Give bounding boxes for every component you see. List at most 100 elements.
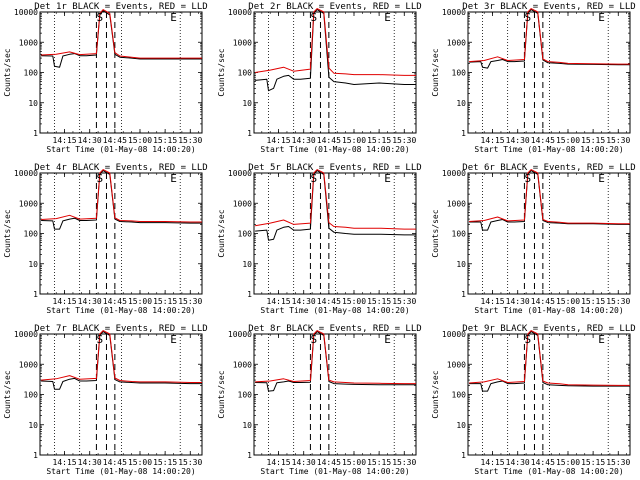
y-axis-label: Counts/sec xyxy=(217,48,226,96)
panel-title: Det 4r BLACK = Events, RED = LLD xyxy=(34,163,207,173)
x-axis-label: Start Time (01-May-08 14:00:20) xyxy=(46,145,195,154)
x-tick-label: 15:00 xyxy=(128,297,152,306)
interval-marker-label: S xyxy=(310,172,317,185)
plot-frame xyxy=(253,172,417,295)
detector-panel: Det 9r BLACK = Events, RED = LLD 1 10 100 10… xyxy=(431,324,636,476)
x-tick-label: 15:00 xyxy=(556,136,580,145)
y-tick-label: 10000 xyxy=(228,330,252,339)
x-tick-label: 14:45 xyxy=(103,458,127,467)
interval-marker-label: E xyxy=(384,11,391,24)
x-tick-label: 15:00 xyxy=(556,458,580,467)
y-axis-label: Counts/sec xyxy=(431,370,440,418)
plot-frame xyxy=(467,172,631,295)
y-axis-label: Counts/sec xyxy=(431,48,440,96)
x-tick-label: 14:45 xyxy=(317,297,341,306)
plot-frame xyxy=(467,333,631,456)
x-axis-label: Start Time (01-May-08 14:00:20) xyxy=(46,467,195,476)
x-tick-label: 15:15 xyxy=(153,458,177,467)
detector-panel: Det 3r BLACK = Events, RED = LLD 1 10 100 10… xyxy=(431,2,636,154)
x-axis-label: Start Time (01-May-08 14:00:20) xyxy=(46,306,195,315)
y-tick-label: 10 xyxy=(456,260,466,269)
x-tick-label: 14:30 xyxy=(78,297,102,306)
lld-series-line xyxy=(469,330,630,386)
plot-frame xyxy=(39,333,203,456)
y-tick-label: 1000 xyxy=(447,199,466,208)
lld-series-line xyxy=(255,169,416,230)
plot-frame xyxy=(467,11,631,134)
y-tick-label: 1 xyxy=(461,129,466,138)
x-tick-label: 15:00 xyxy=(128,136,152,145)
interval-marker-label: E xyxy=(170,11,177,24)
x-tick-label: 15:30 xyxy=(606,458,630,467)
y-tick-label: 1000 xyxy=(19,360,38,369)
y-tick-label: 10 xyxy=(242,260,252,269)
x-tick-label: 15:00 xyxy=(342,297,366,306)
x-tick-label: 14:30 xyxy=(506,297,530,306)
lld-series-line xyxy=(41,330,202,383)
x-tick-label: 14:15 xyxy=(267,136,291,145)
x-tick-label: 15:30 xyxy=(606,136,630,145)
x-tick-label: 15:00 xyxy=(556,297,580,306)
y-tick-label: 1 xyxy=(247,451,252,460)
x-tick-label: 15:15 xyxy=(367,458,391,467)
y-tick-label: 1000 xyxy=(233,38,252,47)
lld-series-line xyxy=(469,169,630,225)
y-tick-label: 1 xyxy=(461,451,466,460)
y-tick-label: 1000 xyxy=(447,360,466,369)
y-tick-label: 100 xyxy=(452,69,467,78)
y-tick-label: 10000 xyxy=(442,169,466,178)
x-tick-label: 15:30 xyxy=(392,297,416,306)
y-tick-label: 1000 xyxy=(447,38,466,47)
lld-series-line xyxy=(41,169,202,223)
y-tick-label: 10000 xyxy=(228,8,252,17)
y-tick-label: 10000 xyxy=(442,330,466,339)
detector-panel: Det 5r BLACK = Events, RED = LLD 1 10 100 10… xyxy=(217,163,422,315)
x-tick-label: 15:15 xyxy=(153,297,177,306)
panel-title: Det 8r BLACK = Events, RED = LLD xyxy=(248,324,421,334)
x-axis-label: Start Time (01-May-08 14:00:20) xyxy=(260,467,409,476)
y-tick-label: 1000 xyxy=(233,360,252,369)
detector-panel: Det 6r BLACK = Events, RED = LLD 1 10 100 10… xyxy=(431,163,636,315)
x-tick-label: 14:45 xyxy=(531,458,555,467)
x-axis-label: Start Time (01-May-08 14:00:20) xyxy=(474,467,623,476)
x-tick-label: 15:30 xyxy=(178,297,202,306)
plot-frame xyxy=(39,11,203,134)
x-tick-label: 15:15 xyxy=(367,297,391,306)
y-tick-label: 1 xyxy=(461,290,466,299)
y-tick-label: 100 xyxy=(452,230,467,239)
x-tick-label: 14:45 xyxy=(103,136,127,145)
y-tick-label: 10 xyxy=(456,421,466,430)
x-tick-label: 15:30 xyxy=(178,136,202,145)
y-tick-label: 100 xyxy=(24,230,39,239)
y-tick-label: 1 xyxy=(247,129,252,138)
x-tick-label: 15:30 xyxy=(392,136,416,145)
y-tick-label: 10000 xyxy=(228,169,252,178)
x-tick-label: 14:15 xyxy=(481,297,505,306)
interval-marker-label: E xyxy=(170,333,177,346)
y-tick-label: 10000 xyxy=(14,169,38,178)
x-tick-label: 14:45 xyxy=(103,297,127,306)
lld-series-line xyxy=(41,9,202,59)
x-axis-label: Start Time (01-May-08 14:00:20) xyxy=(260,306,409,315)
y-tick-label: 100 xyxy=(452,391,467,400)
y-axis-label: Counts/sec xyxy=(217,370,226,418)
x-tick-label: 14:30 xyxy=(78,458,102,467)
y-tick-label: 1 xyxy=(33,290,38,299)
x-tick-label: 15:30 xyxy=(392,458,416,467)
x-tick-label: 15:30 xyxy=(606,297,630,306)
interval-marker-label: S xyxy=(524,333,531,346)
x-tick-label: 14:30 xyxy=(292,297,316,306)
x-tick-label: 14:30 xyxy=(78,136,102,145)
y-tick-label: 100 xyxy=(24,69,39,78)
detector-panel: Det 8r BLACK = Events, RED = LLD 1 10 100 10… xyxy=(217,324,422,476)
x-tick-label: 15:15 xyxy=(581,136,605,145)
y-tick-label: 1 xyxy=(247,290,252,299)
y-tick-label: 10 xyxy=(28,260,38,269)
panel-title: Det 2r BLACK = Events, RED = LLD xyxy=(248,2,421,12)
panel-title: Det 7r BLACK = Events, RED = LLD xyxy=(34,324,207,334)
x-tick-label: 15:15 xyxy=(581,458,605,467)
detector-panel: Det 2r BLACK = Events, RED = LLD 1 10 100 10… xyxy=(217,2,422,154)
x-tick-label: 14:45 xyxy=(317,458,341,467)
interval-marker-label: E xyxy=(598,172,605,185)
x-axis-label: Start Time (01-May-08 14:00:20) xyxy=(474,145,623,154)
